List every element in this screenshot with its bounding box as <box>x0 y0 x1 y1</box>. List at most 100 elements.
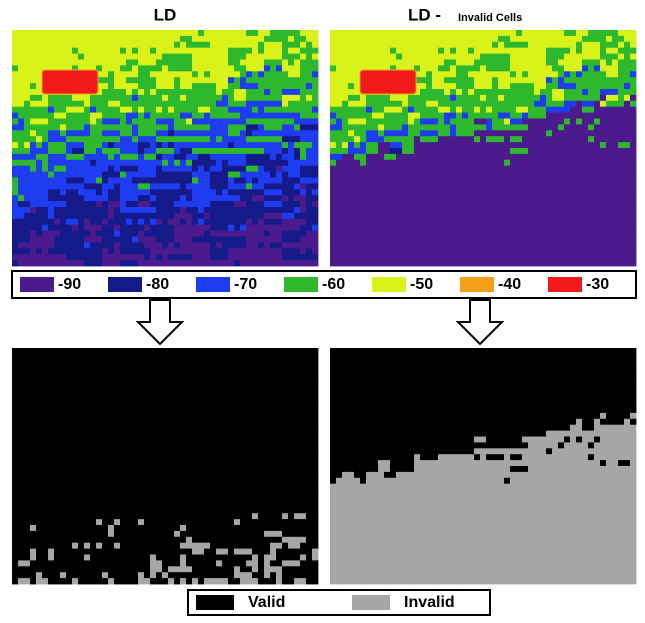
heat-cell <box>528 95 534 101</box>
heat-cell <box>198 207 204 213</box>
heat-cell <box>54 195 60 201</box>
heat-cell <box>558 36 564 42</box>
heat-cell <box>126 195 132 201</box>
heat-cell <box>360 136 366 142</box>
heat-cell <box>468 54 474 60</box>
heat-cell <box>444 148 450 154</box>
heat-cell <box>54 260 60 266</box>
heat-cell <box>204 65 210 71</box>
mask-cell <box>108 425 114 431</box>
heat-cell <box>444 201 450 207</box>
heat-cell <box>108 36 114 42</box>
heat-cell <box>162 113 168 119</box>
mask-cell <box>72 413 78 419</box>
heat-cell <box>198 89 204 95</box>
heat-cell <box>138 71 144 77</box>
heat-cell <box>510 189 516 195</box>
heat-cell <box>48 242 54 248</box>
heat-cell <box>342 260 348 266</box>
heat-cell <box>120 237 126 243</box>
heat-cell <box>426 254 432 260</box>
heat-cell <box>462 154 468 160</box>
heat-cell <box>24 178 30 184</box>
mask-cell <box>192 354 198 360</box>
mask-cell <box>132 360 138 366</box>
heat-cell <box>504 172 510 178</box>
heat-cell <box>246 119 252 125</box>
mask-cell <box>156 395 162 401</box>
heat-cell <box>510 254 516 260</box>
heat-cell <box>486 30 492 36</box>
heat-cell <box>252 248 258 254</box>
heat-cell <box>552 166 558 172</box>
mask-cell <box>72 431 78 437</box>
heat-cell <box>330 219 336 225</box>
heat-cell <box>162 254 168 260</box>
heat-cell <box>492 207 498 213</box>
heat-cell <box>270 237 276 243</box>
heat-cell <box>18 124 24 130</box>
heat-cell <box>468 207 474 213</box>
heat-cell <box>12 42 18 48</box>
heat-cell <box>366 42 372 48</box>
heat-cell <box>102 130 108 136</box>
heat-cell <box>444 237 450 243</box>
heat-cell <box>354 119 360 125</box>
heat-cell <box>312 101 318 107</box>
heat-cell <box>114 119 120 125</box>
heat-cell <box>12 142 18 148</box>
heat-cell <box>258 60 264 66</box>
heat-cell <box>300 207 306 213</box>
heat-cell <box>330 54 336 60</box>
heat-cell <box>228 201 234 207</box>
heat-cell <box>264 83 270 89</box>
mask-cell <box>84 389 90 395</box>
heat-cell <box>228 101 234 107</box>
heat-cell <box>528 107 534 113</box>
heat-cell <box>432 124 438 130</box>
mask-cell <box>96 354 102 360</box>
mask-cell <box>30 419 36 425</box>
mask-cell <box>204 425 210 431</box>
heat-cell <box>390 136 396 142</box>
mask-cell <box>30 389 36 395</box>
heat-cell <box>570 60 576 66</box>
heat-cell <box>480 136 486 142</box>
heat-cell <box>408 219 414 225</box>
mask-cell <box>84 442 90 448</box>
heat-cell <box>294 172 300 178</box>
heat-cell <box>294 48 300 54</box>
heat-cell <box>546 207 552 213</box>
heat-cell <box>216 95 222 101</box>
heat-cell <box>294 136 300 142</box>
mask-cell <box>228 354 234 360</box>
heat-cell <box>330 260 336 266</box>
mask-cell <box>84 448 90 454</box>
mask-cell <box>18 378 24 384</box>
heat-cell <box>492 183 498 189</box>
heat-cell <box>588 71 594 77</box>
heat-cell <box>372 201 378 207</box>
heat-cell <box>546 231 552 237</box>
mask-map <box>12 348 318 584</box>
heat-cell <box>138 83 144 89</box>
heat-cell <box>546 36 552 42</box>
mask-cell <box>18 425 24 431</box>
heat-cell <box>30 178 36 184</box>
heat-cell <box>306 154 312 160</box>
heat-cell <box>42 101 48 107</box>
heat-cell <box>366 124 372 130</box>
heat-cell <box>414 213 420 219</box>
heat-cell <box>66 60 72 66</box>
heat-cell <box>294 219 300 225</box>
heat-cell <box>102 65 108 71</box>
heat-cell <box>36 60 42 66</box>
heat-cell <box>450 124 456 130</box>
heat-cell <box>192 119 198 125</box>
heat-cell <box>258 136 264 142</box>
mask-cell <box>264 383 270 389</box>
heat-cell <box>96 172 102 178</box>
heat-cell <box>144 189 150 195</box>
heat-cell <box>186 48 192 54</box>
heat-cell <box>612 166 618 172</box>
